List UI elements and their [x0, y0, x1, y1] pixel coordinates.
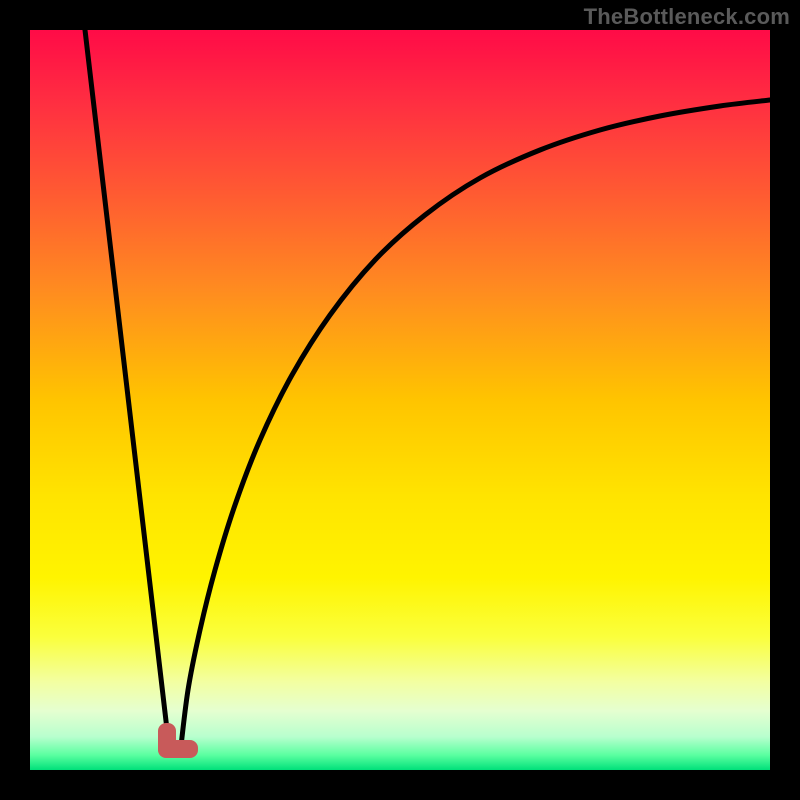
chart-canvas: TheBottleneck.com	[0, 0, 800, 800]
left-descending-line	[85, 30, 170, 755]
bottleneck-curves	[30, 30, 770, 770]
plot-area	[30, 30, 770, 770]
optimal-marker-horizontal	[158, 740, 198, 758]
right-rising-curve	[180, 100, 770, 755]
watermark-text: TheBottleneck.com	[584, 4, 790, 30]
